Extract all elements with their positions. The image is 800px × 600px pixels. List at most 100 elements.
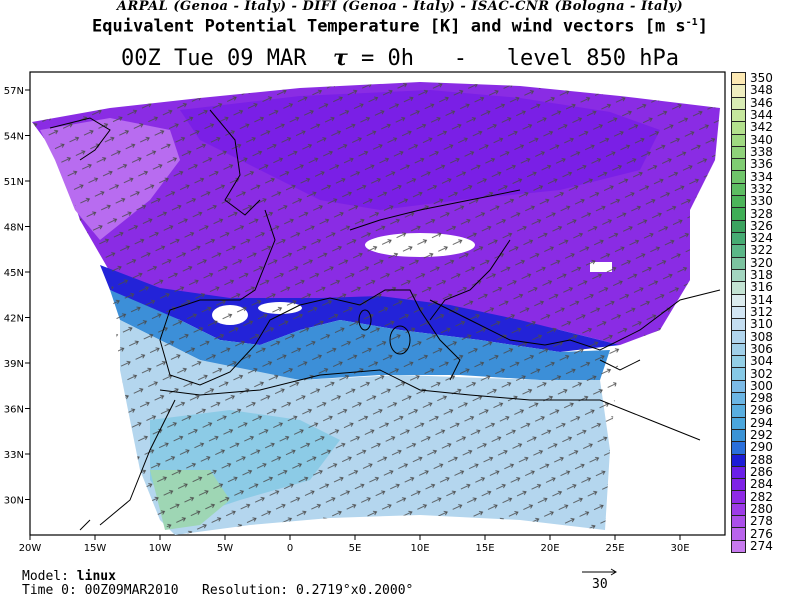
lat-tick-label: 48N [4,223,24,234]
colorbar-swatch [731,219,746,233]
colorbar-label: 302 [750,366,773,381]
colorbar-label: 344 [750,108,773,123]
colorbar-swatch [731,367,746,381]
title-text: Equivalent Potential Temperature [K] and… [92,16,686,37]
separator: - [453,46,468,71]
colorbar-label: 338 [750,145,773,159]
colorbar-swatch [731,244,746,258]
colorbar-label: 312 [750,305,773,319]
lat-tick-label: 57N [4,86,24,97]
colorbar-swatch [731,392,746,406]
colorbar-swatch [731,182,746,197]
credits-line: ARPAL (Genoa - Italy) - DIFI (Genoa - It… [116,0,684,14]
colorbar-swatch [731,108,746,123]
lon-tick-label: 25E [605,543,624,554]
colorbar-label: 274 [750,538,773,553]
model-value: linux [76,569,116,584]
colorbar-swatch [731,133,746,147]
latitude-axis: 57N 54N 51N 48N 45N 42N 39N 36N 33N 30N [4,86,30,507]
colorbar-swatch [731,268,746,283]
field-layer [32,82,721,535]
colorbar-swatch [731,441,746,455]
reference-vector-label: 30 [592,577,608,592]
colorbar-label: 318 [750,268,773,283]
model-line: Model: linux [22,570,413,584]
colorbar-swatch [731,490,746,504]
lon-tick-label: 5E [349,543,362,554]
colorbar-label: 308 [750,329,773,344]
colorbar-swatch [731,96,746,110]
colorbar-swatch [731,158,746,172]
lon-tick-label: 20E [540,543,559,554]
colorbar-label: 322 [750,243,773,258]
time0-value: 00Z09MAR2010 [84,583,179,598]
colorbar-swatch [731,293,746,307]
colorbar-swatch [731,170,746,184]
lat-tick-label: 54N [4,132,24,143]
colorbar-swatch [731,355,746,369]
colorbar-swatch [731,330,746,344]
lon-tick-label: 0 [287,543,293,554]
colorbar-swatch [731,416,746,430]
colorbar-swatch [731,342,746,357]
time-label: 00Z Tue 09 MAR [121,46,307,71]
colorbar-label: 300 [750,378,773,393]
colorbar-swatch [731,256,746,270]
tau-value: = 0h [361,46,415,71]
colorbar-label: 324 [750,231,773,246]
colorbar-label: 288 [750,452,773,467]
title-close: ] [697,16,708,37]
colorbar-label: 340 [750,132,773,147]
colorbar-swatch [731,379,746,393]
lon-tick-label: 15E [475,543,494,554]
colorbar-swatch [731,232,746,246]
resolution-label: Resolution: [202,583,289,598]
colorbar-label: 282 [750,489,773,504]
main-title: Equivalent Potential Temperature [K] and… [0,13,800,37]
colorbar-label: 342 [750,120,773,135]
colorbar-label: 278 [750,514,773,529]
colorbar-label: 328 [750,206,773,221]
colorbar-label: 298 [750,391,773,406]
time0-label: Time 0: [22,583,77,598]
level-label: level 850 hPa [506,46,679,71]
colorbar-swatch [731,502,746,517]
colorbar-swatch [731,72,746,86]
colorbar-label: 284 [750,477,773,492]
lon-tick-label: 15W [84,543,107,554]
colorbar-label: 330 [750,194,773,209]
colorbar-label: 326 [750,218,773,233]
colorbar: 350 348 346 344 342 340 338 336 334 332 330 328 326 3… [731,71,773,553]
lat-tick-label: 33N [4,450,24,461]
colorbar-label: 290 [750,440,773,455]
colorbar-label: 276 [750,526,773,541]
colorbar-swatch [731,121,746,135]
colorbar-swatch [731,453,746,467]
model-label: Model: [22,569,69,584]
colorbar-label: 314 [750,292,773,307]
time-line: Time 0: 00Z09MAR2010 Resolution: 0.2719°… [22,584,413,598]
colorbar-label: 306 [750,341,773,356]
lon-tick-label: 5W [217,543,233,554]
colorbar-swatch [731,478,746,492]
colorbar-label: 310 [750,317,773,332]
reference-vector: 30 [582,568,617,592]
lat-tick-label: 39N [4,359,24,370]
colorbar-label: 320 [750,255,773,270]
longitude-axis: 20W 15W 10W 5W 0 5E 10E 15E 20E 25E 30E [19,535,690,554]
colorbar-swatch [731,145,746,160]
colorbar-label: 292 [750,428,773,443]
colorbar-swatch [731,318,746,332]
colorbar-swatch [731,84,746,98]
colorbar-swatch [731,428,746,443]
colorbar-swatch [731,281,746,295]
colorbar-label: 336 [750,157,773,172]
colorbar-swatch [731,465,746,480]
colorbar-swatch [731,195,746,209]
colorbar-label: 316 [750,280,773,295]
colorbar-label: 348 [750,83,773,98]
colorbar-swatch [731,539,746,553]
footer: Model: linux Time 0: 00Z09MAR2010 Resolu… [22,570,413,598]
colorbar-label: 350 [750,71,773,86]
